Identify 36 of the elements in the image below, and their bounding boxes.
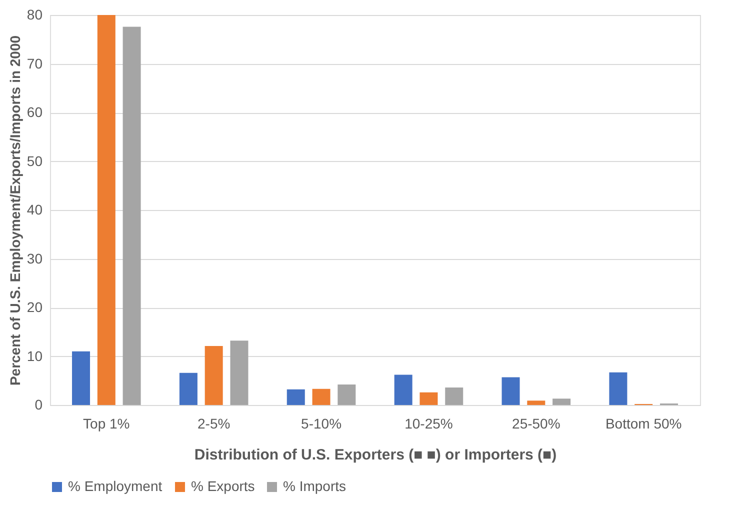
x-tick-label: 5-10% [301, 416, 342, 432]
y-tick-label: 10 [26, 348, 43, 364]
legend-label: % Imports [283, 478, 346, 494]
y-tick-label: 70 [26, 55, 43, 72]
bar [609, 372, 628, 405]
y-tick-label: 50 [26, 152, 43, 169]
bar [394, 374, 412, 405]
bar [502, 377, 520, 405]
bar [179, 372, 198, 405]
x-tick-label: 25-50% [512, 416, 560, 432]
bar [286, 389, 305, 405]
y-tick-label: 30 [26, 250, 43, 266]
y-tick-label: 40 [26, 202, 43, 218]
bar [204, 346, 223, 405]
bar [122, 26, 141, 405]
legend-label: % Employment [68, 478, 162, 494]
bar [312, 388, 330, 405]
y-tick-label: 20 [26, 299, 43, 315]
x-tick-label: Bottom 50% [605, 416, 682, 432]
bar [420, 392, 438, 405]
x-tick-label: Top 1% [83, 416, 130, 432]
x-axis-title: Distribution of U.S. Exporters (■ ■) or Importers (■) [194, 446, 557, 464]
bar [230, 340, 248, 405]
bar [552, 398, 571, 405]
bar [338, 384, 356, 405]
bar [97, 15, 116, 405]
bar [72, 351, 90, 405]
y-tick-label: 80 [26, 6, 43, 22]
legend-label: % Exports [191, 478, 255, 494]
x-tick-label: 2-5% [198, 416, 230, 432]
y-tick-label: 0 [34, 396, 43, 412]
x-tick-label: 10-25% [404, 416, 453, 432]
y-tick-label: 60 [26, 104, 43, 120]
bar [527, 400, 546, 405]
y-axis-title: Percent of U.S. Employment/Exports/Imports in 2000 [6, 35, 23, 386]
bar [445, 387, 464, 405]
